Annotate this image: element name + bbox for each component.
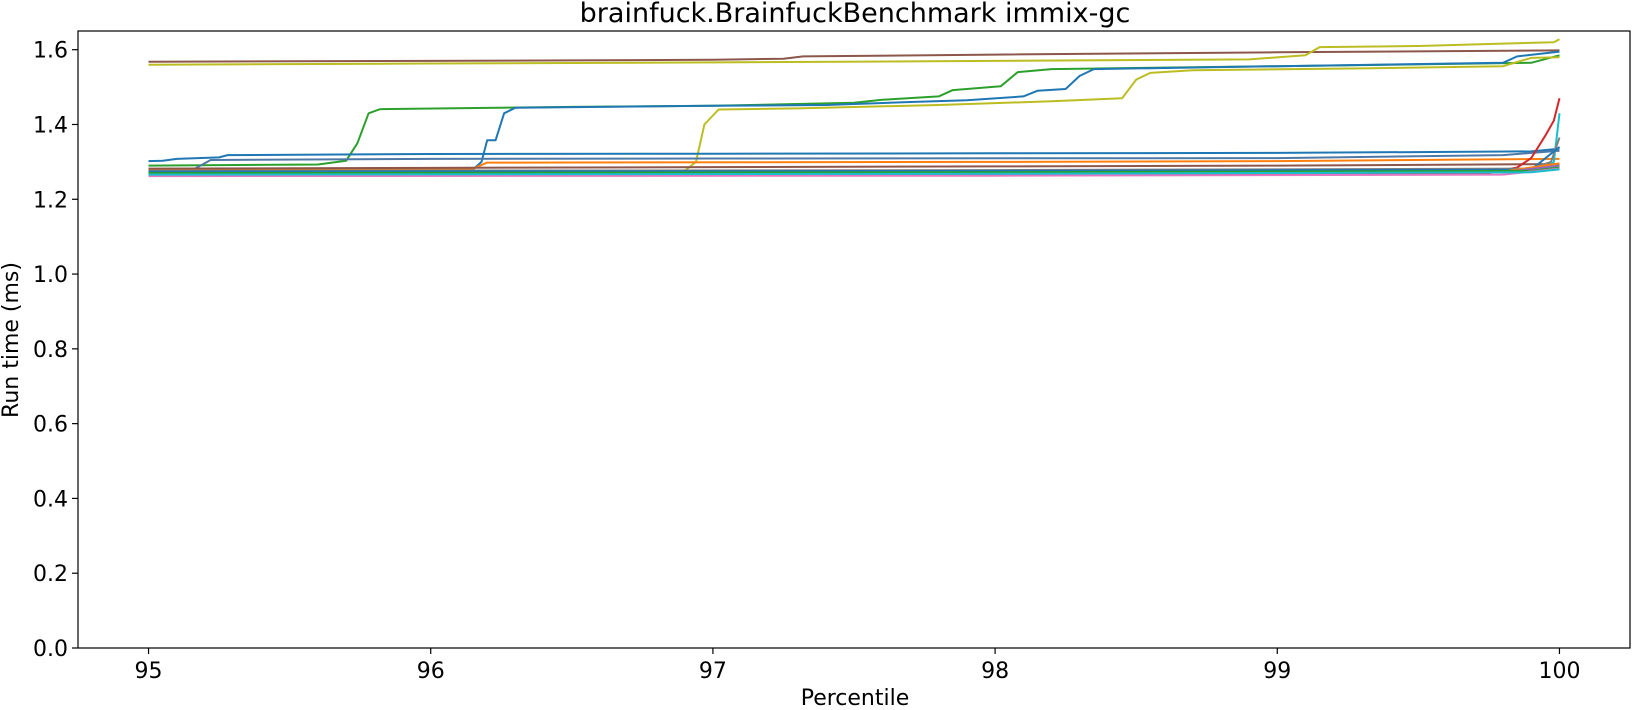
series-line-13 [148,146,1561,173]
series-line-5 [148,56,1560,174]
y-tick-label: 0.0 [33,637,68,662]
plot-frame [77,30,1631,649]
series-line-1 [148,49,1560,63]
y-axis: 0.0 0.2 0.4 0.6 0.8 1.0 1.2 1.4 1.6 [33,39,78,662]
x-axis: 95 96 97 98 99 100 [135,648,1580,684]
y-tick-label: 1.6 [33,39,68,64]
chart-title: brainfuck.BrainfuckBenchmark immix-gc [580,0,1131,29]
y-tick-label: 0.8 [33,338,68,363]
y-tick-label: 1.0 [33,263,68,288]
series-line-2 [148,38,1560,66]
y-tick-label: 0.2 [33,562,68,587]
series-layer [148,38,1561,178]
y-tick-label: 1.2 [33,188,68,213]
series-line-9 [148,163,1560,170]
x-tick-label: 95 [135,659,163,684]
series-line-6 [148,147,1560,163]
y-tick-label: 0.4 [33,487,68,512]
series-line-4 [148,50,1560,175]
x-tick-label: 97 [699,659,727,684]
x-axis-label: Percentile [801,686,910,710]
y-tick-label: 1.4 [33,113,68,138]
x-tick-label: 96 [417,659,445,684]
x-tick-label: 98 [981,659,1009,684]
x-tick-label: 100 [1538,659,1580,684]
series-line-3 [148,54,1560,167]
y-axis-label: Run time (ms) [0,262,24,418]
series-line-18 [148,168,1560,176]
x-tick-label: 99 [1263,659,1291,684]
y-tick-label: 0.6 [33,413,68,438]
